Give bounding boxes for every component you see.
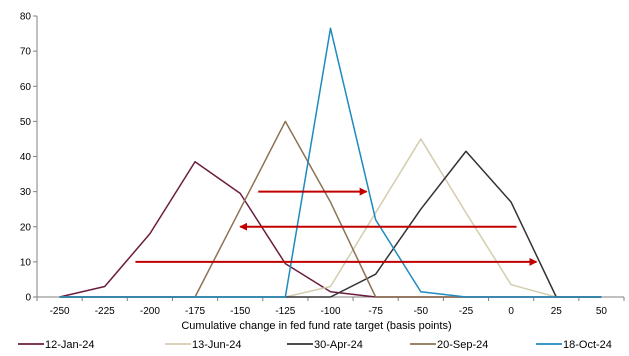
y-tick-label: 80 [20,12,32,23]
series-line-20-sep-24 [59,120,602,298]
legend-label-20-sep-24: 20-Sep-24 [437,339,488,351]
series-line-12-jan-24 [59,161,602,298]
legend-label-30-apr-24: 30-Apr-24 [314,339,363,351]
y-tick-label: 60 [20,82,32,93]
x-tick-label: -25 [459,306,474,317]
x-tick-label: -225 [95,306,115,317]
y-tick-label: 10 [20,257,32,268]
x-tick-label: 0 [508,306,514,317]
series-line-18-oct-24 [59,27,602,298]
series-line-30-apr-24 [59,150,602,298]
x-axis-title: Cumulative change in fed fund rate targe… [181,320,451,332]
x-tick-label: -250 [50,306,70,317]
legend-label-12-jan-24: 12-Jan-24 [45,339,95,351]
x-tick-label: -175 [185,306,205,317]
y-tick-label: 30 [20,187,32,198]
y-tick-label: 50 [20,117,32,128]
x-tick-label: 50 [596,306,608,317]
legend-label-13-jun-24: 13-Jun-24 [192,339,242,351]
y-tick-label: 70 [20,47,32,58]
series-line-13-jun-24 [59,138,602,298]
x-tick-label: -75 [368,306,383,317]
x-tick-label: -200 [140,306,160,317]
y-tick-label: 40 [20,152,32,163]
legend-label-18-oct-24: 18-Oct-24 [563,339,612,351]
y-tick-label: 0 [25,293,31,304]
x-tick-label: -100 [320,306,340,317]
x-tick-label: -125 [275,306,295,317]
y-tick-label: 20 [20,222,32,233]
x-tick-label: -50 [414,306,429,317]
x-tick-label: -150 [230,306,250,317]
x-tick-label: 25 [551,306,563,317]
